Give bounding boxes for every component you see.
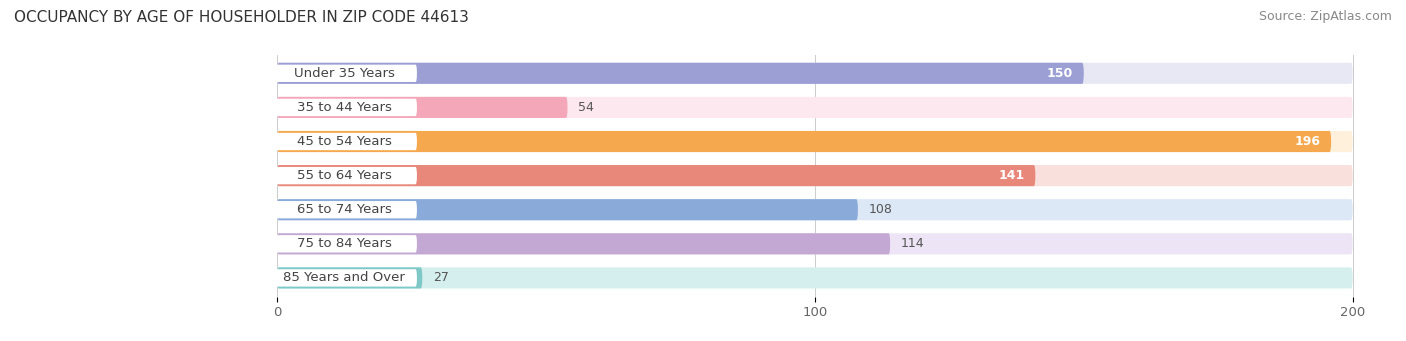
FancyBboxPatch shape — [277, 267, 422, 288]
FancyBboxPatch shape — [271, 65, 418, 82]
FancyBboxPatch shape — [277, 97, 568, 118]
Text: OCCUPANCY BY AGE OF HOUSEHOLDER IN ZIP CODE 44613: OCCUPANCY BY AGE OF HOUSEHOLDER IN ZIP C… — [14, 10, 470, 25]
Text: 35 to 44 Years: 35 to 44 Years — [297, 101, 392, 114]
FancyBboxPatch shape — [277, 199, 1353, 220]
Text: 75 to 84 Years: 75 to 84 Years — [297, 237, 392, 250]
Text: 196: 196 — [1295, 135, 1320, 148]
FancyBboxPatch shape — [277, 233, 1353, 254]
FancyBboxPatch shape — [271, 269, 418, 286]
Text: 150: 150 — [1046, 67, 1073, 80]
Text: 108: 108 — [869, 203, 893, 216]
Text: 65 to 74 Years: 65 to 74 Years — [297, 203, 392, 216]
Text: 27: 27 — [433, 271, 449, 284]
FancyBboxPatch shape — [277, 97, 1353, 118]
FancyBboxPatch shape — [271, 167, 418, 184]
Text: 54: 54 — [578, 101, 595, 114]
Text: Under 35 Years: Under 35 Years — [294, 67, 395, 80]
FancyBboxPatch shape — [271, 235, 418, 252]
FancyBboxPatch shape — [271, 99, 418, 116]
FancyBboxPatch shape — [277, 199, 858, 220]
FancyBboxPatch shape — [277, 63, 1084, 84]
FancyBboxPatch shape — [277, 63, 1353, 84]
FancyBboxPatch shape — [277, 165, 1035, 186]
FancyBboxPatch shape — [277, 131, 1331, 152]
FancyBboxPatch shape — [277, 131, 1353, 152]
Text: 45 to 54 Years: 45 to 54 Years — [297, 135, 392, 148]
Text: 55 to 64 Years: 55 to 64 Years — [297, 169, 392, 182]
FancyBboxPatch shape — [277, 233, 890, 254]
FancyBboxPatch shape — [271, 133, 418, 150]
FancyBboxPatch shape — [271, 201, 418, 218]
Text: 114: 114 — [901, 237, 925, 250]
FancyBboxPatch shape — [277, 267, 1353, 288]
Text: 141: 141 — [998, 169, 1025, 182]
FancyBboxPatch shape — [277, 165, 1353, 186]
Text: 85 Years and Over: 85 Years and Over — [284, 271, 405, 284]
Text: Source: ZipAtlas.com: Source: ZipAtlas.com — [1258, 10, 1392, 23]
